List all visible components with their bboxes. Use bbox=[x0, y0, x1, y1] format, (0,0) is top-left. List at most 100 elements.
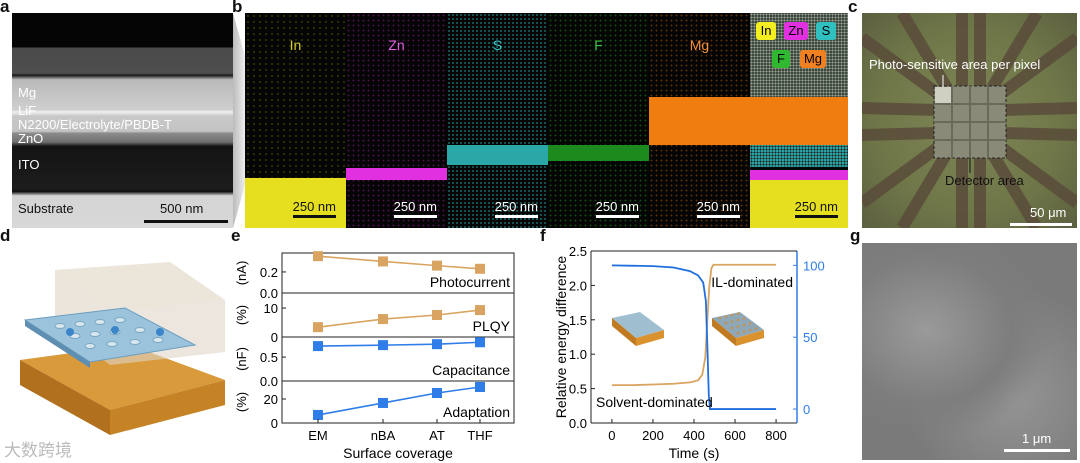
inset-pore bbox=[754, 327, 758, 330]
inset-pore bbox=[730, 326, 734, 330]
y-axis-unit: (nF) bbox=[234, 347, 249, 371]
eds-map-zn: Zn 250 nm bbox=[346, 13, 447, 228]
y-tick-label: 0.0 bbox=[260, 374, 278, 389]
data-point bbox=[475, 305, 485, 316]
y2-tick-label: 0 bbox=[803, 402, 810, 417]
inset-film-top bbox=[612, 312, 664, 338]
y-tick-label: 0.5 bbox=[260, 350, 278, 365]
scale-bar-label: 500 nm bbox=[160, 201, 204, 216]
inset-pore bbox=[748, 322, 752, 325]
legend-in: In bbox=[756, 22, 776, 40]
scale-bar-label: 50 μm bbox=[1030, 205, 1067, 220]
data-point bbox=[313, 341, 323, 352]
inset-pore bbox=[736, 331, 740, 335]
subplot-frame bbox=[281, 380, 515, 424]
data-point bbox=[432, 310, 442, 320]
element-label: S bbox=[492, 37, 503, 53]
scale-bar bbox=[144, 220, 228, 223]
series-line bbox=[317, 309, 481, 328]
sem-surface-image: 1 μm bbox=[862, 243, 1077, 460]
watermark: 大数跨境 bbox=[4, 441, 72, 460]
y-axis-unit: (%) bbox=[234, 392, 249, 412]
data-point bbox=[313, 409, 323, 420]
data-point bbox=[475, 337, 485, 348]
x-tick-label: 200 bbox=[642, 428, 664, 443]
y-tick-label: 0 bbox=[271, 330, 278, 345]
inset-pore bbox=[742, 330, 746, 333]
annotation-solvent-dominated: Solvent-dominated bbox=[596, 394, 713, 410]
scale-bar-label: 250 nm bbox=[696, 199, 740, 214]
data-point bbox=[378, 340, 388, 351]
x-axis-label: Surface coverage bbox=[343, 445, 453, 461]
y-tick-label: 20 bbox=[264, 392, 278, 407]
inset-pore bbox=[724, 315, 728, 318]
tem-cross-section-image: Mg LiF N2200/Electrolyte/PBDB-T ZnO ITO … bbox=[12, 13, 233, 228]
series-label: Photocurrent bbox=[430, 274, 510, 290]
eds-map-s: S 250 nm bbox=[447, 13, 548, 228]
panel-label-b: b bbox=[232, 0, 243, 16]
x-tick-label: AT bbox=[429, 428, 445, 443]
y2-tick-label: 100 bbox=[803, 258, 825, 273]
y-tick-label: 0.0 bbox=[569, 416, 587, 431]
panel-label-a: a bbox=[0, 0, 10, 16]
legend-mg: Mg bbox=[800, 50, 826, 68]
eds-map-overlay: 250 nm In Zn S F Mg bbox=[750, 13, 848, 228]
element-label: F bbox=[594, 37, 603, 53]
data-point bbox=[475, 263, 485, 274]
panel-label-f: f bbox=[540, 226, 546, 245]
layer-label: Mg bbox=[18, 85, 37, 100]
series-line bbox=[317, 255, 481, 270]
inset-substrate bbox=[636, 330, 664, 346]
legend-s: S bbox=[816, 22, 836, 40]
optical-micrograph: Photo-sensitive area per pixel Detector … bbox=[862, 13, 1077, 228]
data-point bbox=[313, 322, 323, 333]
element-label: Mg bbox=[689, 37, 710, 53]
data-point bbox=[432, 388, 442, 398]
scale-bar-label: 250 nm bbox=[794, 199, 838, 214]
y-axis-label: Relative energy difference bbox=[553, 256, 569, 419]
y-tick-label: 1.5 bbox=[569, 313, 587, 328]
x-tick-label: 800 bbox=[765, 428, 787, 443]
scale-bar-label: 1 μm bbox=[1022, 431, 1052, 446]
x-tick-label: 0 bbox=[608, 428, 615, 443]
inset-pore bbox=[748, 328, 752, 332]
element-label: Zn bbox=[388, 37, 405, 53]
y-axis-unit: (nA) bbox=[234, 261, 249, 286]
data-point bbox=[432, 339, 442, 350]
inset-substrate bbox=[736, 330, 764, 346]
y2-tick-label: 50 bbox=[803, 330, 817, 345]
series-label: Capacitance bbox=[432, 362, 510, 378]
x-tick-label: EM bbox=[308, 428, 328, 443]
y-tick-label: 0.2 bbox=[260, 265, 278, 280]
zoom-connector bbox=[233, 13, 245, 228]
series-line bbox=[317, 386, 481, 416]
layer-label: ITO bbox=[18, 157, 40, 172]
eds-map-f: F 250 nm bbox=[548, 13, 649, 228]
inset-pore bbox=[736, 312, 740, 315]
y-tick-label: 1.0 bbox=[569, 347, 587, 362]
annotation-pixel-area: Photo-sensitive area per pixel bbox=[869, 57, 1041, 72]
y-axis-unit: (%) bbox=[234, 305, 249, 325]
scale-bar bbox=[1010, 223, 1072, 226]
y-tick-label: 0 bbox=[271, 416, 278, 431]
inset-pore bbox=[730, 320, 734, 323]
eds-map-in: In 250 nm bbox=[245, 13, 346, 228]
data-point bbox=[378, 256, 388, 267]
panel-label-d: d bbox=[0, 226, 11, 245]
inset-pore bbox=[736, 325, 740, 328]
data-point bbox=[475, 382, 485, 392]
panel-label-g: g bbox=[850, 226, 861, 245]
legend-zn: Zn bbox=[784, 22, 808, 40]
data-point bbox=[432, 260, 442, 271]
layer-label: Substrate bbox=[18, 201, 74, 216]
data-point bbox=[378, 314, 388, 325]
panel-label-e: e bbox=[231, 226, 241, 245]
y-tick-label: 10 bbox=[264, 301, 278, 316]
y-tick-label: 0.5 bbox=[569, 382, 587, 397]
series-line bbox=[611, 263, 777, 387]
inset-pore bbox=[742, 317, 746, 320]
annotation-il-dominated: IL-dominated bbox=[711, 274, 793, 290]
legend-f: F bbox=[772, 50, 790, 68]
inset-pore bbox=[718, 316, 722, 320]
